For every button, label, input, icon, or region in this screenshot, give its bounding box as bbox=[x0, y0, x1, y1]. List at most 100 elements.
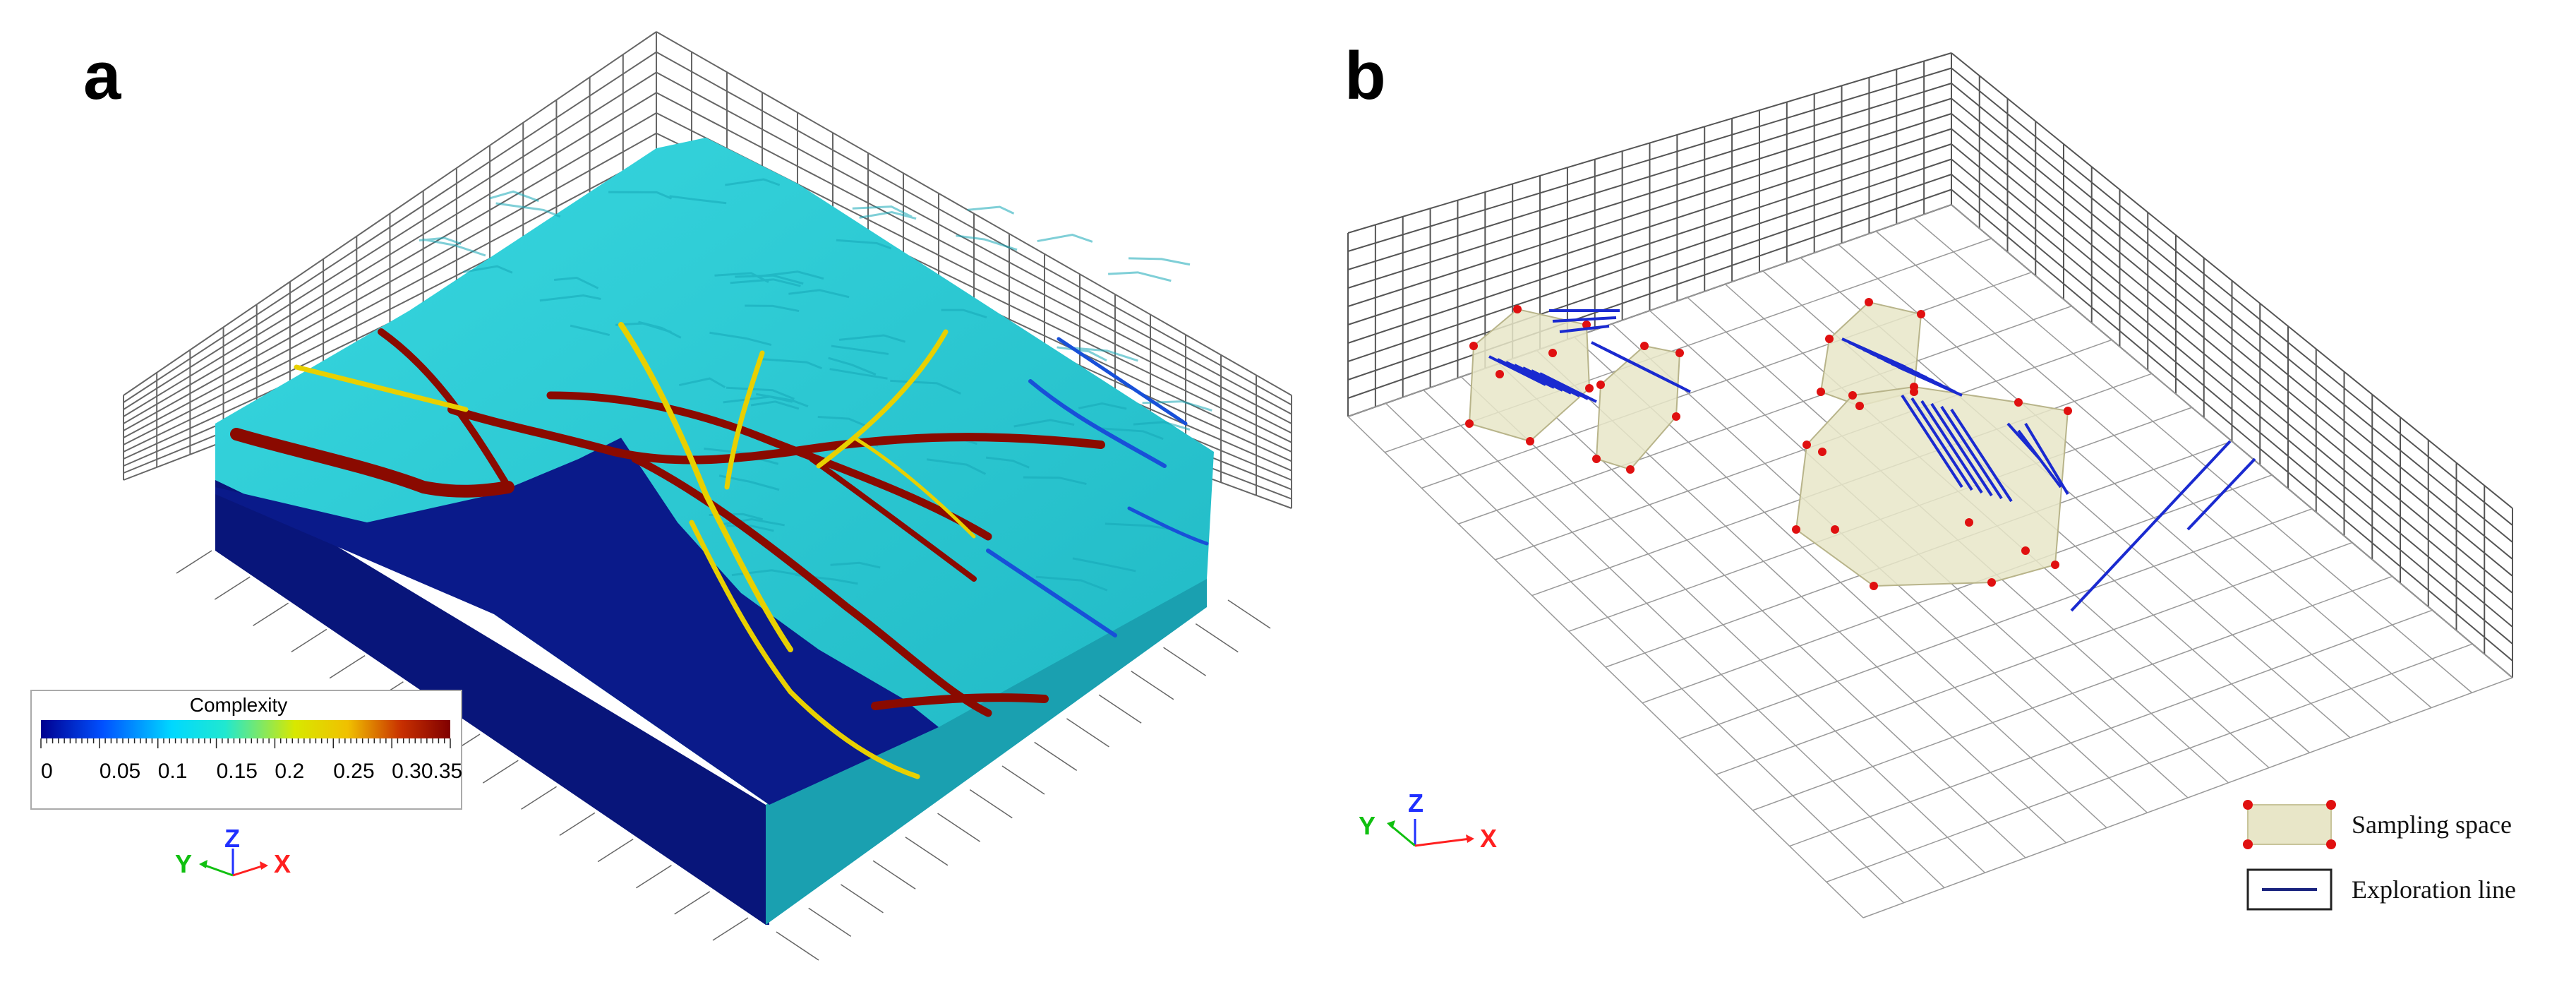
vein-11 bbox=[689, 520, 920, 779]
surface-streak bbox=[615, 322, 672, 333]
sampling-vertex bbox=[1855, 402, 1864, 410]
sampling-vertices bbox=[1465, 298, 2072, 590]
grid-line bbox=[656, 71, 1292, 415]
surface-streak bbox=[539, 294, 601, 302]
surface-streak bbox=[1013, 419, 1075, 428]
surface-streak bbox=[709, 331, 772, 347]
grid-line bbox=[1066, 718, 1109, 748]
sampling-vertex bbox=[1582, 321, 1591, 329]
surface-streak bbox=[1057, 346, 1107, 362]
sampling-vertex bbox=[1592, 455, 1601, 463]
sampling-vertex bbox=[1526, 437, 1534, 445]
surface-streak bbox=[463, 265, 513, 274]
vein-9 bbox=[816, 329, 949, 469]
grid-line bbox=[1458, 305, 2072, 525]
triad-b-z-label: Z bbox=[1408, 789, 1424, 818]
surface-streak bbox=[830, 561, 881, 569]
grid-line bbox=[1195, 623, 1239, 653]
sampling-vertex bbox=[1817, 388, 1825, 396]
surface-streak bbox=[828, 357, 877, 376]
surface-streak bbox=[725, 178, 781, 186]
vein-12 bbox=[852, 436, 976, 539]
exploration-line bbox=[2024, 422, 2069, 496]
grid-line bbox=[937, 813, 980, 842]
grid-line bbox=[656, 31, 1292, 396]
vein-10 bbox=[294, 364, 469, 412]
colorbar-tick-label: 0.05 bbox=[100, 760, 140, 783]
surface-streak bbox=[1108, 271, 1172, 282]
surface-streak bbox=[760, 358, 822, 370]
surface-streak bbox=[836, 239, 892, 250]
grid-line bbox=[1347, 188, 1952, 399]
block-model bbox=[215, 138, 1214, 925]
vein-14 bbox=[986, 549, 1117, 637]
grid-line bbox=[1347, 158, 1952, 362]
sampling-vertex bbox=[1825, 335, 1834, 343]
sampling-vertex bbox=[1596, 381, 1605, 389]
exploration-line bbox=[1559, 325, 1610, 333]
grid-line bbox=[1421, 272, 2032, 489]
colorbar-gradient bbox=[41, 720, 450, 738]
triad-b-y-label: Y bbox=[1359, 811, 1376, 840]
grid-line bbox=[1862, 677, 2513, 918]
exploration-line bbox=[2186, 457, 2256, 531]
surface-streak bbox=[679, 377, 726, 388]
grid-line bbox=[253, 602, 289, 626]
grid-line bbox=[808, 907, 852, 938]
sampling-vertex bbox=[1640, 342, 1649, 350]
surface-streak bbox=[714, 272, 769, 283]
sampling-vertex bbox=[1865, 298, 1873, 306]
surface-streak bbox=[788, 289, 850, 299]
surface-streak bbox=[817, 416, 865, 427]
grid-line bbox=[1752, 575, 2393, 811]
vein-16 bbox=[1127, 506, 1209, 546]
sampling-vertex bbox=[1626, 465, 1635, 474]
grid-line bbox=[1951, 97, 2513, 560]
grid-line bbox=[905, 837, 949, 866]
grid-line bbox=[1642, 474, 2273, 704]
colorbar-frame bbox=[30, 690, 462, 810]
surface-streak bbox=[669, 195, 727, 205]
grid-line bbox=[1679, 508, 2313, 740]
surface-streak bbox=[985, 456, 1030, 469]
vein-2 bbox=[447, 405, 1105, 465]
vein-4 bbox=[631, 455, 992, 717]
surface-streak bbox=[553, 276, 599, 289]
sampling-vertex bbox=[1870, 582, 1878, 590]
sampling-vertex bbox=[1465, 419, 1474, 428]
sampling-vertex bbox=[1802, 441, 1811, 449]
surface-streak bbox=[495, 202, 561, 218]
colorbar: Complexity 0 0.05 0.1 0.15 0.2 0.25 0.30.35 bbox=[30, 690, 462, 810]
surface-streak bbox=[1037, 234, 1093, 243]
exploration-line bbox=[1539, 372, 1597, 403]
sampling-space-4 bbox=[1795, 385, 2069, 587]
legend-label-exploration-line: Exploration line bbox=[2352, 875, 2516, 904]
surface-streak bbox=[735, 274, 804, 285]
surface-streak bbox=[852, 205, 913, 218]
grid-line bbox=[1163, 647, 1206, 676]
surface-streak bbox=[829, 368, 888, 380]
low-complexity-region bbox=[215, 438, 939, 805]
grid-line bbox=[123, 132, 657, 431]
grid-line bbox=[1131, 671, 1174, 700]
surface-streak bbox=[831, 345, 889, 355]
sampling-vertex bbox=[1548, 349, 1557, 357]
grid-line bbox=[1347, 204, 1952, 417]
grid-line bbox=[123, 112, 657, 424]
surface-streak bbox=[1078, 402, 1127, 410]
sampling-vertex bbox=[1910, 383, 1918, 391]
grid-line bbox=[656, 92, 1292, 424]
surface-streak bbox=[718, 517, 785, 527]
grid-line bbox=[1951, 83, 2513, 543]
exploration-line bbox=[1940, 405, 2003, 500]
sampling-vertex bbox=[1831, 525, 1839, 534]
grid-line bbox=[291, 628, 327, 653]
grid-line bbox=[123, 71, 657, 410]
sampling-vertex bbox=[2064, 407, 2072, 415]
grid-line bbox=[636, 865, 672, 889]
grid-line bbox=[1347, 97, 1952, 289]
sampling-vertex bbox=[1672, 412, 1680, 421]
sampling-vertex bbox=[1792, 525, 1800, 534]
grid-line bbox=[1347, 143, 1952, 344]
